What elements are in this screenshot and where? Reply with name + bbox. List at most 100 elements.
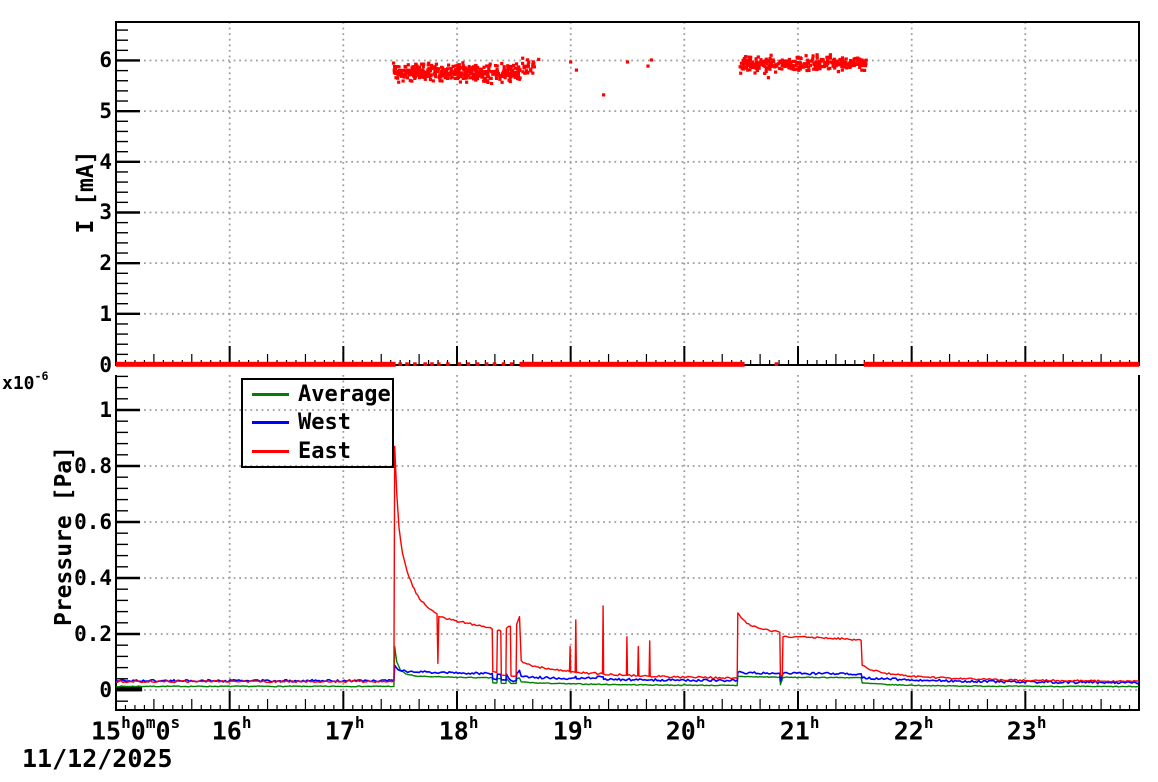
scatter-point (839, 63, 842, 66)
scatter-point (829, 57, 832, 60)
scatter-point (864, 62, 867, 65)
scatter-point (407, 63, 410, 66)
scatter-point (856, 57, 859, 60)
scatter-point (482, 80, 485, 83)
scatter-point (438, 75, 441, 78)
scatter-point (805, 54, 808, 57)
scatter-point (763, 65, 766, 68)
zero-line-dot (413, 362, 417, 366)
scatter-point (450, 75, 453, 78)
legend-entry-east: East (243, 437, 392, 466)
scatter-point (504, 76, 507, 79)
scatter-point (476, 66, 479, 69)
scatter-point (770, 63, 773, 66)
scatter-point (796, 56, 799, 59)
legend-entry-west: West (243, 409, 392, 438)
scatter-point (841, 56, 844, 59)
x-label-text: 0 (155, 716, 170, 745)
scatter-point (438, 79, 441, 82)
scatter-point (770, 54, 773, 57)
scatter-point (489, 77, 492, 80)
scatter-point (825, 62, 828, 65)
scatter-point (501, 73, 504, 76)
y-scale-multiplier: x10-6 (2, 371, 48, 394)
scatter-point (507, 67, 510, 70)
scatter-point (422, 63, 425, 66)
scatter-point (490, 82, 493, 85)
scatter-point (646, 65, 649, 68)
scatter-point (751, 66, 754, 69)
scatter-point (517, 68, 520, 71)
scatter-point (432, 79, 435, 82)
scatter-point (841, 69, 844, 72)
scatter-point (837, 70, 840, 73)
scatter-point (403, 69, 406, 72)
scatter-point (813, 63, 816, 66)
scatter-point (496, 70, 499, 73)
zero-line-dot (430, 362, 434, 366)
scatter-point (461, 61, 464, 64)
scatter-point (484, 71, 487, 74)
zero-line-dot (467, 362, 471, 366)
zero-line-dot (485, 362, 489, 366)
y-tick-label: 2 (60, 250, 112, 276)
scatter-point (832, 65, 835, 68)
scatter-point (748, 56, 751, 59)
scatter-point (791, 65, 794, 68)
scatter-point (650, 58, 653, 61)
multiplier-mantissa: x10 (2, 373, 35, 394)
plot-canvas (0, 0, 1158, 782)
x-label-unit: h (583, 713, 593, 732)
scatter-point (462, 77, 465, 80)
scatter-point (432, 73, 435, 76)
x-label-unit: s (171, 713, 181, 732)
scatter-point (784, 61, 787, 64)
zero-line-dot (493, 362, 497, 366)
scatter-point (409, 73, 412, 76)
x-label-text: 0 (131, 716, 146, 745)
x-tick-label: 20h (666, 712, 706, 744)
series-east-line (116, 446, 1139, 682)
scatter-point (526, 71, 529, 74)
scatter-point (537, 58, 540, 61)
y-tick-label: 3 (60, 199, 112, 225)
scatter-point (799, 64, 802, 67)
scatter-point (509, 80, 512, 83)
legend-entry-average: Average (243, 380, 392, 409)
scatter-point (533, 65, 536, 68)
legend-line-east (252, 450, 289, 453)
scatter-point (404, 65, 407, 68)
scatter-point (860, 69, 863, 72)
scatter-point (422, 71, 425, 74)
x-label-unit: h (696, 713, 706, 732)
legend-label: East (298, 439, 351, 464)
zero-line-segment (520, 362, 745, 367)
y-tick-label: 5 (60, 98, 112, 124)
chart-figure: I [mA] Pressure [Pa] x10-6 AverageWestEa… (0, 0, 1158, 782)
x-label-text: 17 (325, 716, 355, 745)
scatter-point (521, 62, 524, 65)
y-tick-label: 0.6 (60, 509, 112, 535)
scatter-point (409, 79, 412, 82)
scatter-point (394, 76, 397, 79)
scatter-point (413, 68, 416, 71)
y-tick-label: 0 (60, 677, 112, 703)
scatter-point (449, 67, 452, 70)
scatter-point (475, 71, 478, 74)
scatter-point (823, 65, 826, 68)
scatter-point (742, 59, 745, 62)
x-label-text: 16 (212, 716, 242, 745)
scatter-point (863, 69, 866, 72)
scatter-point (863, 59, 866, 62)
scatter-point (422, 75, 425, 78)
zero-line-dot (502, 362, 506, 366)
zero-line-dot (446, 362, 450, 366)
scatter-point (799, 56, 802, 59)
x-label-text: 22 (894, 716, 924, 745)
scatter-point (812, 68, 815, 71)
multiplier-exponent: -6 (35, 369, 49, 383)
scatter-point (404, 74, 407, 77)
scatter-point (422, 65, 425, 68)
legend-line-average (252, 393, 289, 396)
scatter-point (787, 60, 790, 63)
